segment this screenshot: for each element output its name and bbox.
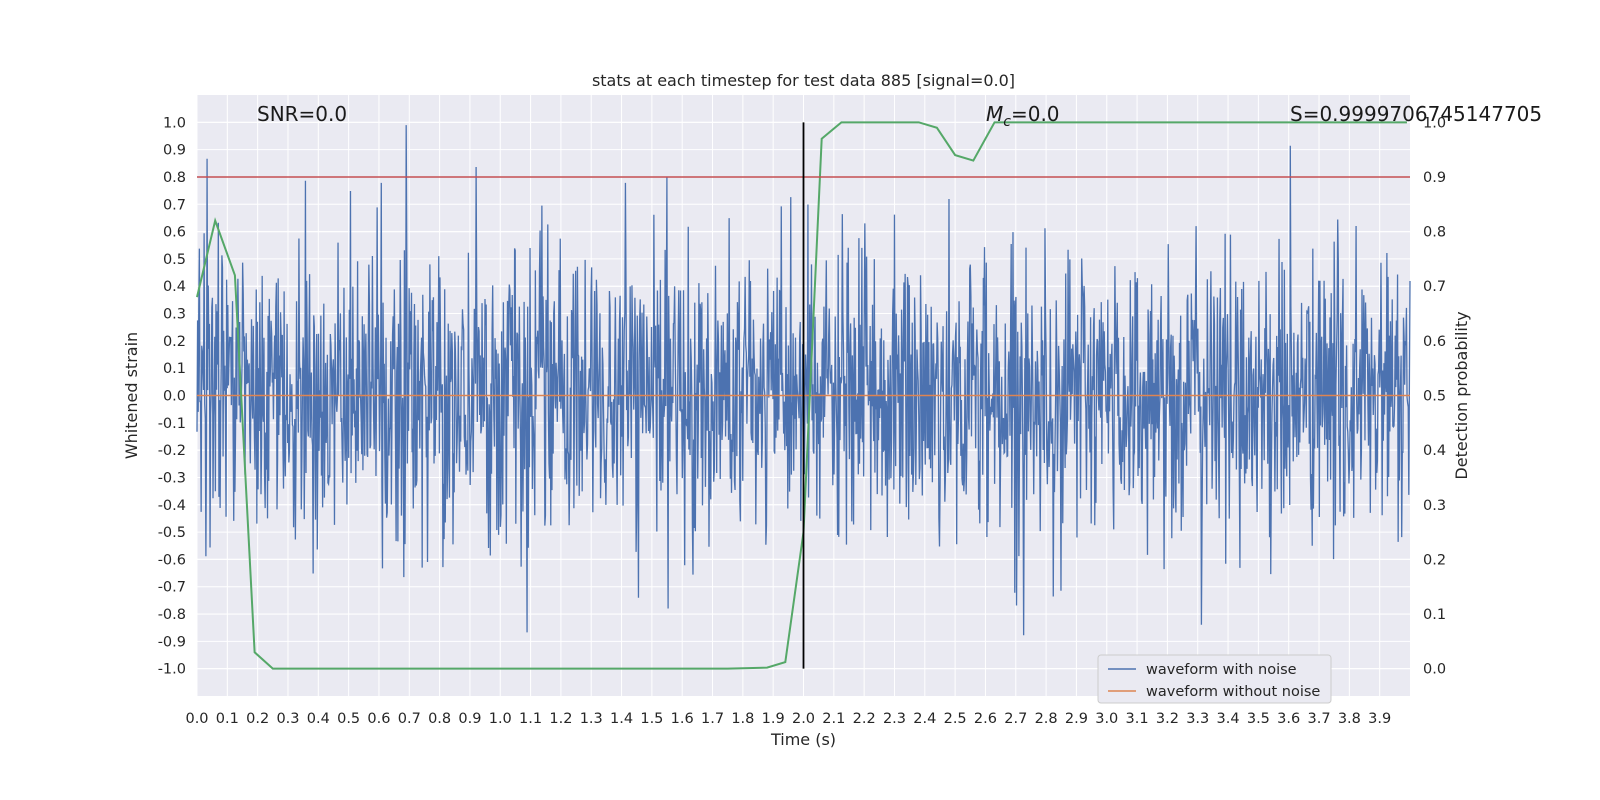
reference-lines: [197, 122, 1410, 669]
right-y-tick-label: 1.0: [1423, 115, 1446, 131]
x-tick-label: 0.5: [337, 711, 360, 727]
y-tick-label: -0.4: [158, 498, 186, 514]
x-axis-ticks: 0.0 0.1 0.2 0.3 0.4 0.5 0.6 0.7 0.8 0.9 1.0 1.1 1.2 1…: [185, 711, 1391, 727]
x-tick-label: 0.2: [246, 711, 269, 727]
x-tick-label: 2.3: [883, 711, 906, 727]
x-tick-label: 1.8: [731, 711, 754, 727]
x-tick-label: 0.8: [428, 711, 451, 727]
x-tick-label: 1.4: [610, 711, 633, 727]
right-y-tick-label: 0.5: [1423, 389, 1446, 405]
right-y-axis-ticks: 1.0 0.9 0.8 0.7 0.6 0.5 0.4 0.3 0.2 0.1 0.0: [1423, 115, 1446, 677]
x-tick-label: 2.5: [944, 711, 967, 727]
y-tick-label: 0.7: [163, 197, 186, 213]
series-detection-probability: [196, 121, 1407, 670]
y-tick-label: -0.7: [158, 580, 186, 596]
legend-entry-noise: waveform with noise: [1146, 662, 1297, 678]
y-tick-label: 0.8: [163, 170, 186, 186]
chirp-mass-symbol: M: [986, 102, 1003, 126]
legend-entry-clean: waveform without noise: [1146, 684, 1320, 700]
x-tick-label: 3.2: [1156, 711, 1179, 727]
chirp-mass-annotation: Mc=0.0: [986, 102, 1060, 130]
x-tick-label: 3.4: [1217, 711, 1240, 727]
y-tick-label: -0.2: [158, 443, 186, 459]
y-tick-label: -0.5: [158, 525, 186, 541]
y-tick-label: -0.8: [158, 607, 186, 623]
x-tick-label: 3.7: [1307, 711, 1330, 727]
y-tick-label: 0.1: [163, 361, 186, 377]
y-tick-label: -0.9: [158, 634, 186, 650]
x-tick-label: 0.1: [216, 711, 239, 727]
chirp-mass-subscript: c: [1003, 114, 1011, 130]
right-y-tick-label: 0.8: [1423, 225, 1446, 241]
legend-box: [1097, 654, 1332, 704]
y-tick-label: -0.3: [158, 470, 186, 486]
x-axis-label: Time (s): [770, 730, 836, 749]
y-axis-label: Whitened strain: [122, 332, 141, 459]
x-tick-label: 3.1: [1126, 711, 1149, 727]
y-tick-label: 0.3: [163, 307, 186, 323]
y-tick-label: -1.0: [158, 662, 186, 678]
x-tick-label: 0.3: [276, 711, 299, 727]
x-tick-label: 3.0: [1095, 711, 1118, 727]
x-tick-label: 1.2: [549, 711, 572, 727]
legend: waveform with noise waveform without noi…: [1097, 654, 1332, 704]
x-tick-label: 2.0: [792, 711, 815, 727]
y-tick-label: 0.0: [163, 389, 186, 405]
right-y-tick-label: 0.1: [1423, 607, 1446, 623]
chirp-mass-value: =0.0: [1011, 102, 1060, 126]
x-tick-label: 3.6: [1277, 711, 1300, 727]
right-y-tick-label: 0.2: [1423, 552, 1446, 568]
right-y-tick-label: 0.7: [1423, 279, 1446, 295]
right-y-tick-label: 0.0: [1423, 662, 1446, 678]
x-tick-label: 1.5: [640, 711, 663, 727]
x-tick-label: 2.4: [913, 711, 936, 727]
y-tick-label: 1.0: [163, 115, 186, 131]
x-tick-label: 2.8: [1035, 711, 1058, 727]
right-y-tick-label: 0.6: [1423, 334, 1446, 350]
y-tick-label: 0.9: [163, 143, 186, 159]
y-tick-label: 0.2: [163, 334, 186, 350]
y-tick-label: 0.6: [163, 225, 186, 241]
x-tick-label: 1.1: [519, 711, 542, 727]
x-tick-label: 3.9: [1368, 711, 1391, 727]
y-tick-label: -0.6: [158, 552, 186, 568]
x-tick-label: 1.6: [671, 711, 694, 727]
right-y-tick-label: 0.3: [1423, 498, 1446, 514]
x-tick-label: 0.9: [458, 711, 481, 727]
x-tick-label: 2.2: [853, 711, 876, 727]
x-tick-label: 1.0: [489, 711, 512, 727]
x-tick-label: 0.0: [185, 711, 208, 727]
x-tick-label: 1.9: [762, 711, 785, 727]
x-tick-label: 2.1: [822, 711, 845, 727]
chart-title: stats at each timestep for test data 885…: [592, 71, 1015, 90]
right-y-axis-label: Detection probability: [1452, 311, 1471, 479]
y-tick-label: 0.4: [163, 279, 186, 295]
right-y-tick-label: 0.4: [1423, 443, 1446, 459]
x-tick-label: 3.3: [1186, 711, 1209, 727]
x-tick-label: 3.5: [1247, 711, 1270, 727]
x-tick-label: 1.7: [701, 711, 724, 727]
probability-line: [196, 121, 1407, 670]
y-axis-ticks: 1.0 0.9 0.8 0.7 0.6 0.5 0.4 0.3 0.2 0.1 0.0 -0.1 -0.…: [158, 115, 186, 677]
right-y-tick-label: 0.9: [1423, 170, 1446, 186]
x-tick-label: 1.3: [580, 711, 603, 727]
x-tick-label: 2.9: [1065, 711, 1088, 727]
x-tick-label: 0.4: [307, 711, 330, 727]
x-tick-label: 2.7: [1004, 711, 1027, 727]
x-tick-label: 2.6: [974, 711, 997, 727]
y-tick-label: -0.1: [158, 416, 186, 432]
y-tick-label: 0.5: [163, 252, 186, 268]
snr-annotation: SNR=0.0: [257, 102, 347, 126]
x-tick-label: 0.7: [398, 711, 421, 727]
score-annotation: S=0.9999706745147705: [1290, 102, 1542, 126]
x-tick-label: 3.8: [1338, 711, 1361, 727]
x-tick-label: 0.6: [367, 711, 390, 727]
